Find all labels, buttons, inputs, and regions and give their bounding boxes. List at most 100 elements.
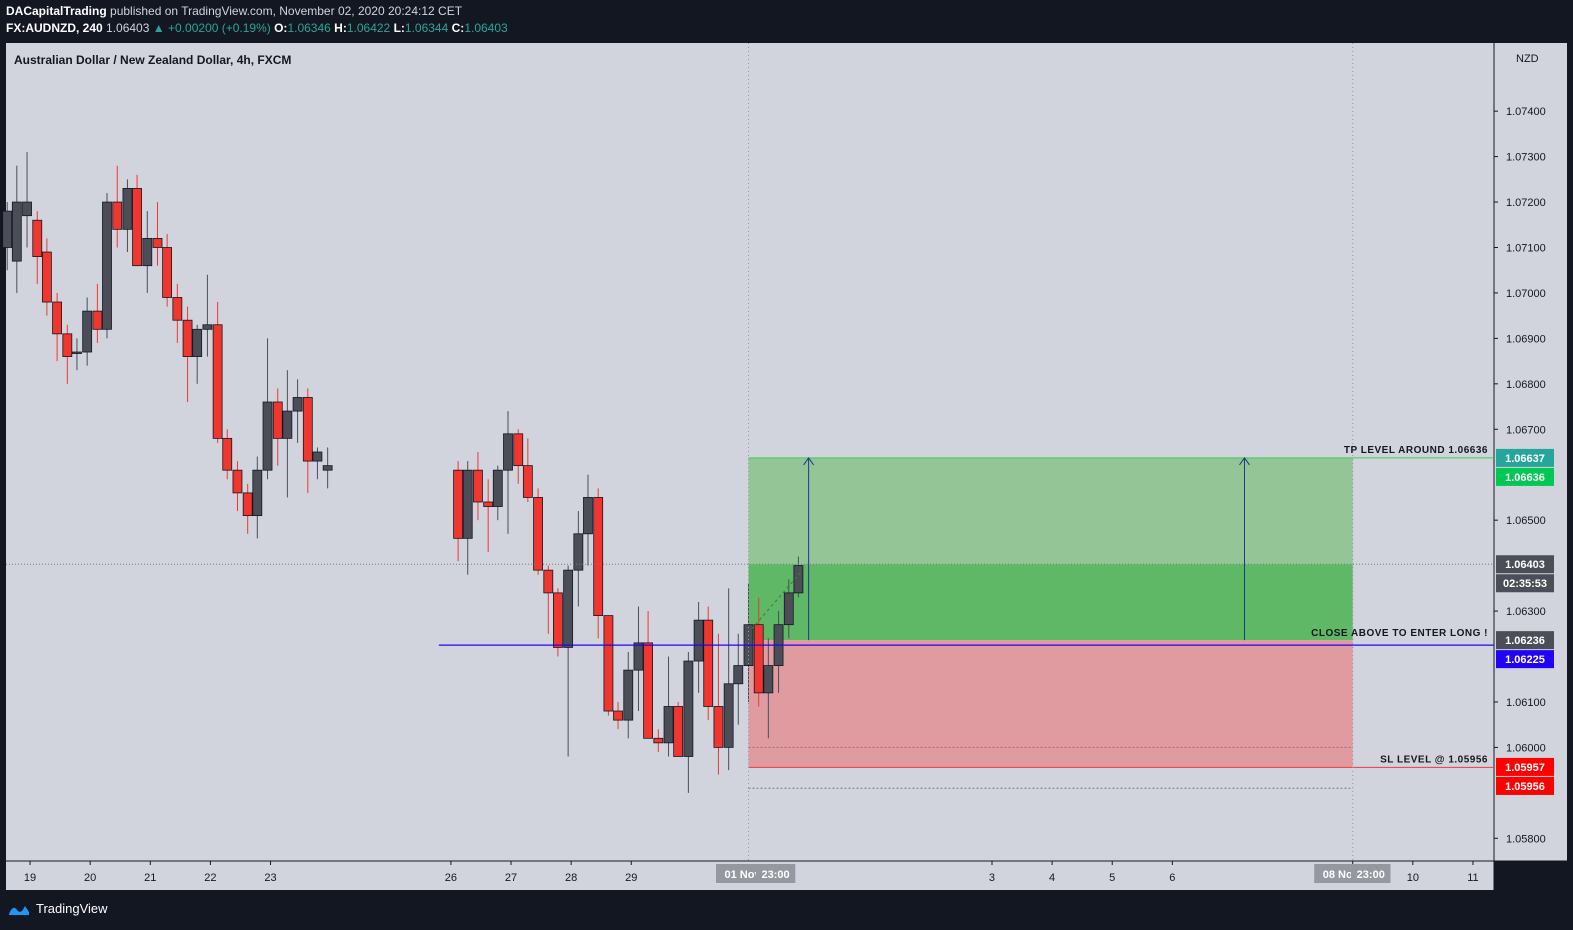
candle-body[interactable] (2, 210, 13, 248)
candle-body[interactable] (292, 397, 303, 412)
candle-body[interactable] (473, 469, 483, 503)
currency-label: NZD (1516, 53, 1539, 65)
candle-body[interactable] (522, 465, 533, 498)
candle-body[interactable] (62, 333, 73, 357)
date-label: 23:00 (761, 869, 789, 881)
candle-body[interactable] (92, 310, 103, 330)
x-tick-label: 10 (1407, 872, 1419, 884)
author-name[interactable]: DACapitalTrading (6, 4, 107, 18)
candle-body[interactable] (713, 706, 724, 748)
candle-body[interactable] (793, 565, 804, 594)
candle-body[interactable] (553, 592, 563, 648)
candle-body[interactable] (603, 615, 614, 712)
profit-zone-filled[interactable] (748, 564, 1353, 641)
candle-body[interactable] (503, 433, 513, 471)
candle-body[interactable] (272, 401, 283, 439)
candle-body[interactable] (252, 469, 263, 517)
price-label: 1.06403 (1505, 559, 1545, 571)
candle-body[interactable] (663, 706, 674, 744)
high-value: 1.06422 (346, 21, 391, 35)
x-tick-label: 21 (144, 872, 156, 884)
candle-body[interactable] (753, 624, 764, 694)
price-label-bg (1496, 448, 1554, 467)
candle-body[interactable] (52, 301, 63, 335)
candle-body[interactable] (563, 569, 574, 648)
candle-body[interactable] (232, 469, 243, 494)
candle-body[interactable] (22, 201, 32, 217)
candle-body[interactable] (82, 310, 93, 353)
candle-body[interactable] (613, 710, 623, 721)
price-label: 1.06236 (1505, 635, 1545, 647)
symbol-name: FX:AUDNZD, 240 (6, 21, 103, 35)
candle-body[interactable] (142, 238, 153, 267)
candle-body[interactable] (102, 201, 112, 330)
candle-body[interactable] (483, 501, 494, 507)
candle-body[interactable] (513, 433, 524, 467)
candle-body[interactable] (32, 219, 43, 257)
x-tick-label: 6 (1169, 872, 1175, 884)
candle-body[interactable] (693, 619, 704, 662)
candle-body[interactable] (162, 247, 173, 298)
published-text: published on TradingView.com, November 0… (110, 4, 463, 18)
candle-body[interactable] (643, 642, 653, 739)
candle-body[interactable] (212, 324, 223, 439)
candle-body[interactable] (783, 592, 794, 626)
entry-annotation: CLOSE ABOVE TO ENTER LONG ! (1311, 628, 1488, 639)
change-arrow-icon: ▲ (152, 21, 165, 35)
candle-body[interactable] (763, 665, 774, 694)
chart-title: Australian Dollar / New Zealand Dollar, … (14, 53, 291, 67)
candle-body[interactable] (172, 297, 183, 321)
close-label: C: (451, 21, 465, 35)
candle-body[interactable] (623, 669, 634, 721)
candle-body[interactable] (573, 533, 584, 571)
candle-body[interactable] (453, 469, 464, 539)
candle-body[interactable] (462, 469, 473, 539)
profit-zone[interactable] (748, 457, 1353, 565)
tradingview-brand[interactable]: TradingView (8, 901, 108, 916)
y-tick-label: 1.06900 (1506, 333, 1546, 345)
candle-body[interactable] (492, 469, 503, 507)
price-label-bg (1496, 467, 1554, 486)
candle-body[interactable] (202, 324, 213, 330)
candle-body[interactable] (653, 737, 664, 744)
candle-body[interactable] (533, 497, 543, 571)
target-arrow-1-head (803, 457, 815, 466)
x-tick-label: 26 (445, 872, 457, 884)
candle-body[interactable] (312, 451, 323, 462)
candle-body[interactable] (11, 201, 22, 262)
trend-dashed-line (751, 569, 803, 630)
candle-body[interactable] (322, 465, 333, 471)
candle-body[interactable] (222, 437, 233, 471)
high-label: H: (334, 21, 347, 35)
price-chart[interactable]: TP LEVEL AROUND 1.06636 CLOSE ABOVE TO EN… (0, 0, 1573, 895)
candle-body[interactable] (593, 497, 604, 617)
candle-body[interactable] (152, 238, 163, 248)
candle-body[interactable] (302, 397, 313, 462)
candle-body[interactable] (543, 569, 554, 594)
sl-annotation: SL LEVEL @ 1.05956 (1380, 754, 1488, 765)
candle-body[interactable] (72, 351, 82, 354)
price-label: 1.06636 (1505, 472, 1545, 484)
candle-body[interactable] (262, 401, 273, 471)
x-tick-label: 5 (1109, 872, 1115, 884)
candle-body[interactable] (182, 319, 193, 357)
price-change: +0.00200 (+0.19%) (168, 21, 271, 35)
candle-body[interactable] (703, 619, 714, 707)
candle-body[interactable] (41, 251, 52, 303)
candle-body[interactable] (282, 410, 293, 439)
low-value: 1.06344 (404, 21, 449, 35)
candle-body[interactable] (122, 188, 133, 230)
candle-body[interactable] (112, 201, 123, 230)
candle-body[interactable] (683, 660, 694, 757)
candle-body[interactable] (132, 188, 142, 267)
loss-zone[interactable] (748, 640, 1353, 768)
candle-body[interactable] (723, 683, 734, 748)
candle-body[interactable] (633, 642, 644, 671)
last-price: 1.06403 (106, 21, 150, 35)
x-tick-label: 11 (1467, 872, 1478, 884)
candle-body[interactable] (673, 706, 684, 757)
candle-body[interactable] (242, 492, 253, 517)
candle-body[interactable] (192, 328, 203, 357)
candle-body[interactable] (733, 665, 744, 685)
candle-body[interactable] (583, 497, 593, 535)
